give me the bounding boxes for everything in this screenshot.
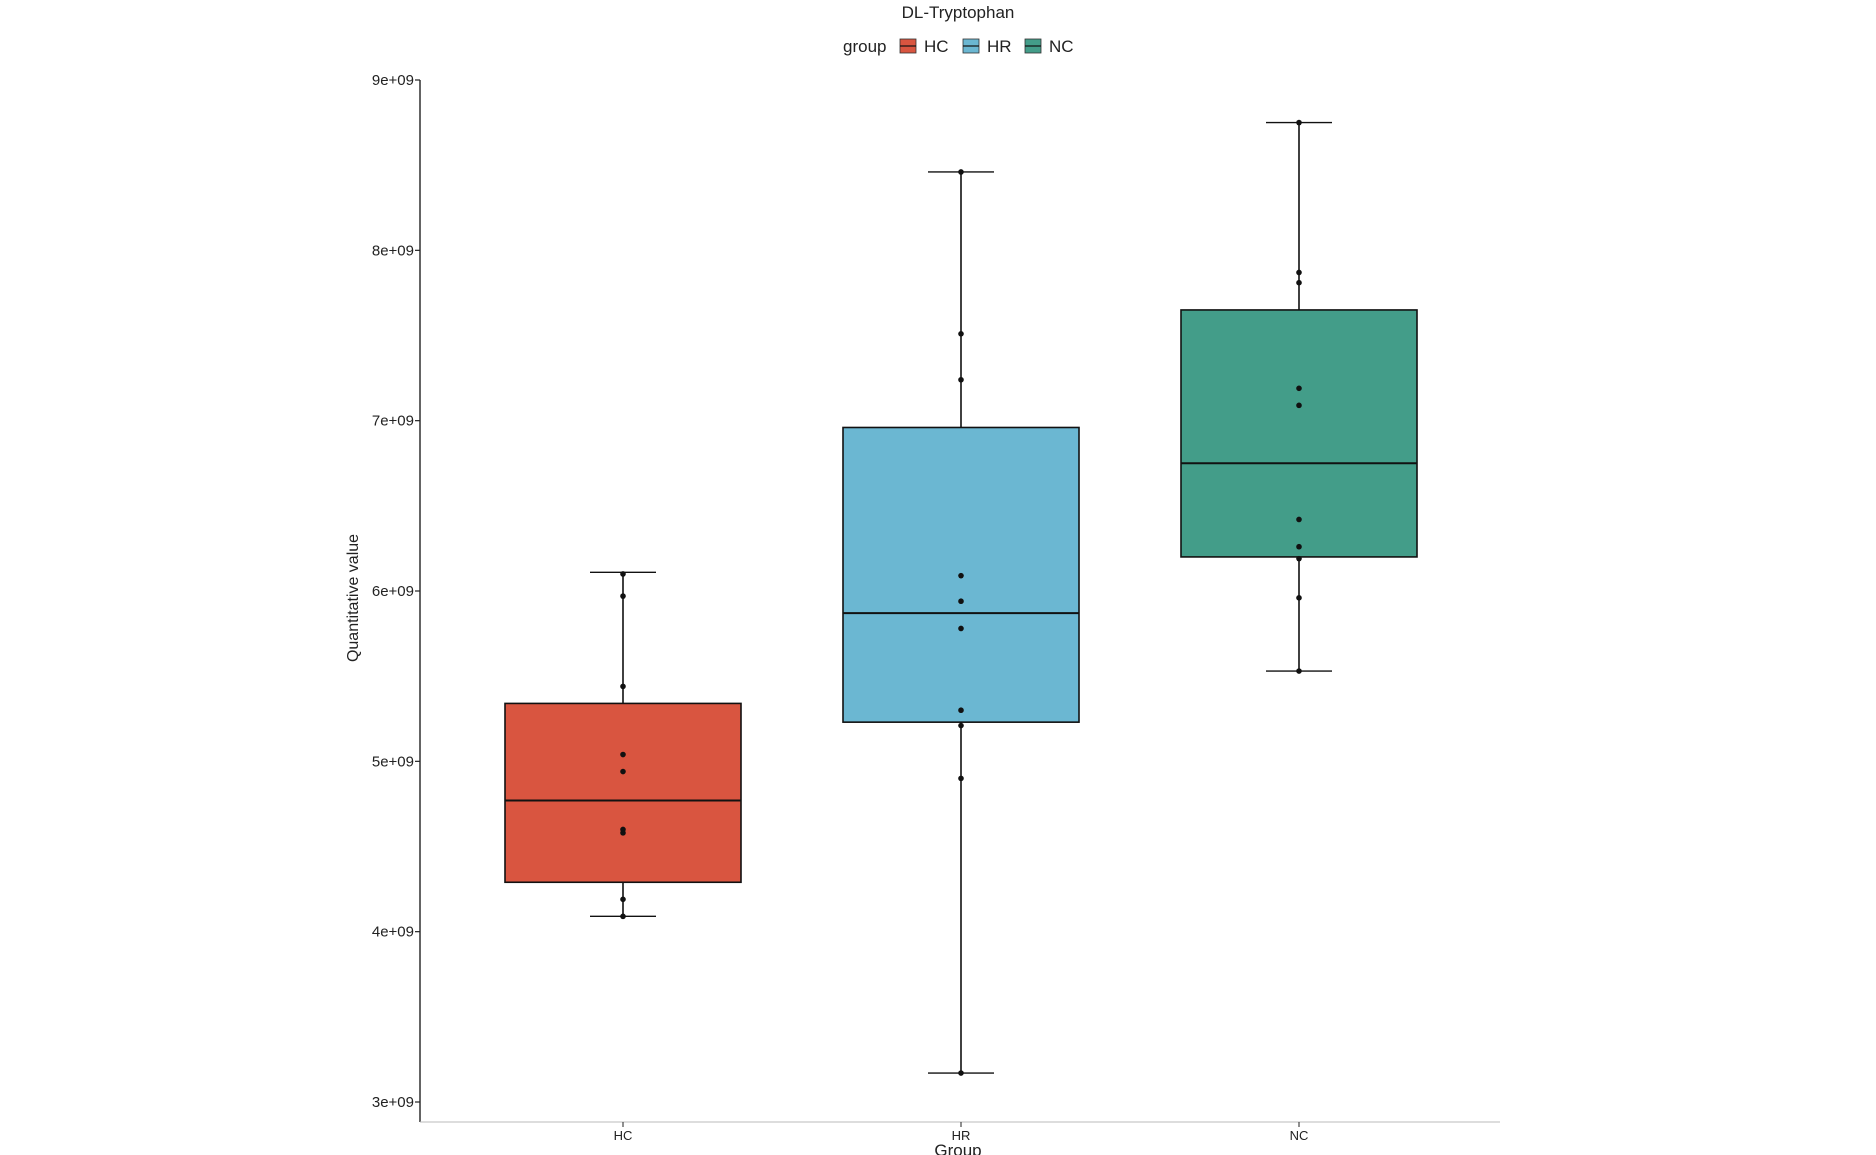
data-point: [620, 913, 626, 920]
data-point: [620, 571, 626, 577]
data-point: [620, 683, 626, 690]
y-tick-label: 8e+09: [372, 242, 414, 259]
data-point: [958, 775, 964, 782]
iqr-box: [504, 702, 742, 884]
data-point: [620, 896, 626, 903]
data-point: [620, 751, 626, 758]
iqr-box: [1180, 309, 1418, 558]
y-tick-label: 3e+09: [372, 1094, 414, 1111]
data-point: [958, 625, 964, 632]
data-point: [620, 768, 626, 775]
legend-label-hr: HR: [987, 37, 1012, 56]
chart-title: DL-Tryptophan: [902, 3, 1015, 22]
legend-label-nc: NC: [1049, 37, 1074, 56]
y-tick-label: 7e+09: [372, 413, 414, 430]
legend-label-hc: HC: [924, 37, 949, 56]
legend: group HC HR NC: [843, 37, 1074, 56]
data-point: [1296, 279, 1302, 286]
legend-title: group: [843, 37, 886, 56]
data-point: [958, 722, 964, 729]
y-tick-label: 5e+09: [372, 753, 414, 770]
box-nc: [1180, 119, 1418, 674]
y-tick-label: 6e+09: [372, 583, 414, 600]
data-point: [1296, 119, 1302, 126]
x-axis-label: Group: [934, 1141, 981, 1155]
data-point: [958, 707, 964, 714]
data-point: [1296, 543, 1302, 550]
data-point: [958, 598, 964, 605]
plot-area: 3e+09 4e+09 5e+09 6e+09 7e+09 8e+09 9e+09 HC HR N…: [372, 72, 1500, 1143]
y-tick-label: 4e+09: [372, 924, 414, 941]
data-point: [1296, 385, 1302, 392]
data-point: [958, 1070, 964, 1076]
data-point: [620, 593, 626, 599]
data-point: [1296, 595, 1302, 601]
data-point: [958, 572, 964, 579]
y-axis-label: Quantitative value: [345, 534, 362, 662]
x-tick-label: HC: [614, 1128, 633, 1143]
data-point: [958, 169, 964, 175]
box-hc: [504, 571, 742, 920]
data-point: [1296, 516, 1302, 523]
data-point: [1296, 402, 1302, 409]
x-tick-label: HR: [952, 1128, 971, 1143]
data-point: [1296, 668, 1302, 674]
data-point: [958, 330, 964, 337]
data-point: [1296, 269, 1302, 276]
y-tick-label: 9e+09: [372, 72, 414, 89]
data-point: [620, 826, 626, 833]
data-point: [958, 376, 964, 383]
box-hr: [842, 169, 1080, 1076]
data-point: [1296, 555, 1302, 562]
x-tick-label: NC: [1290, 1128, 1309, 1143]
